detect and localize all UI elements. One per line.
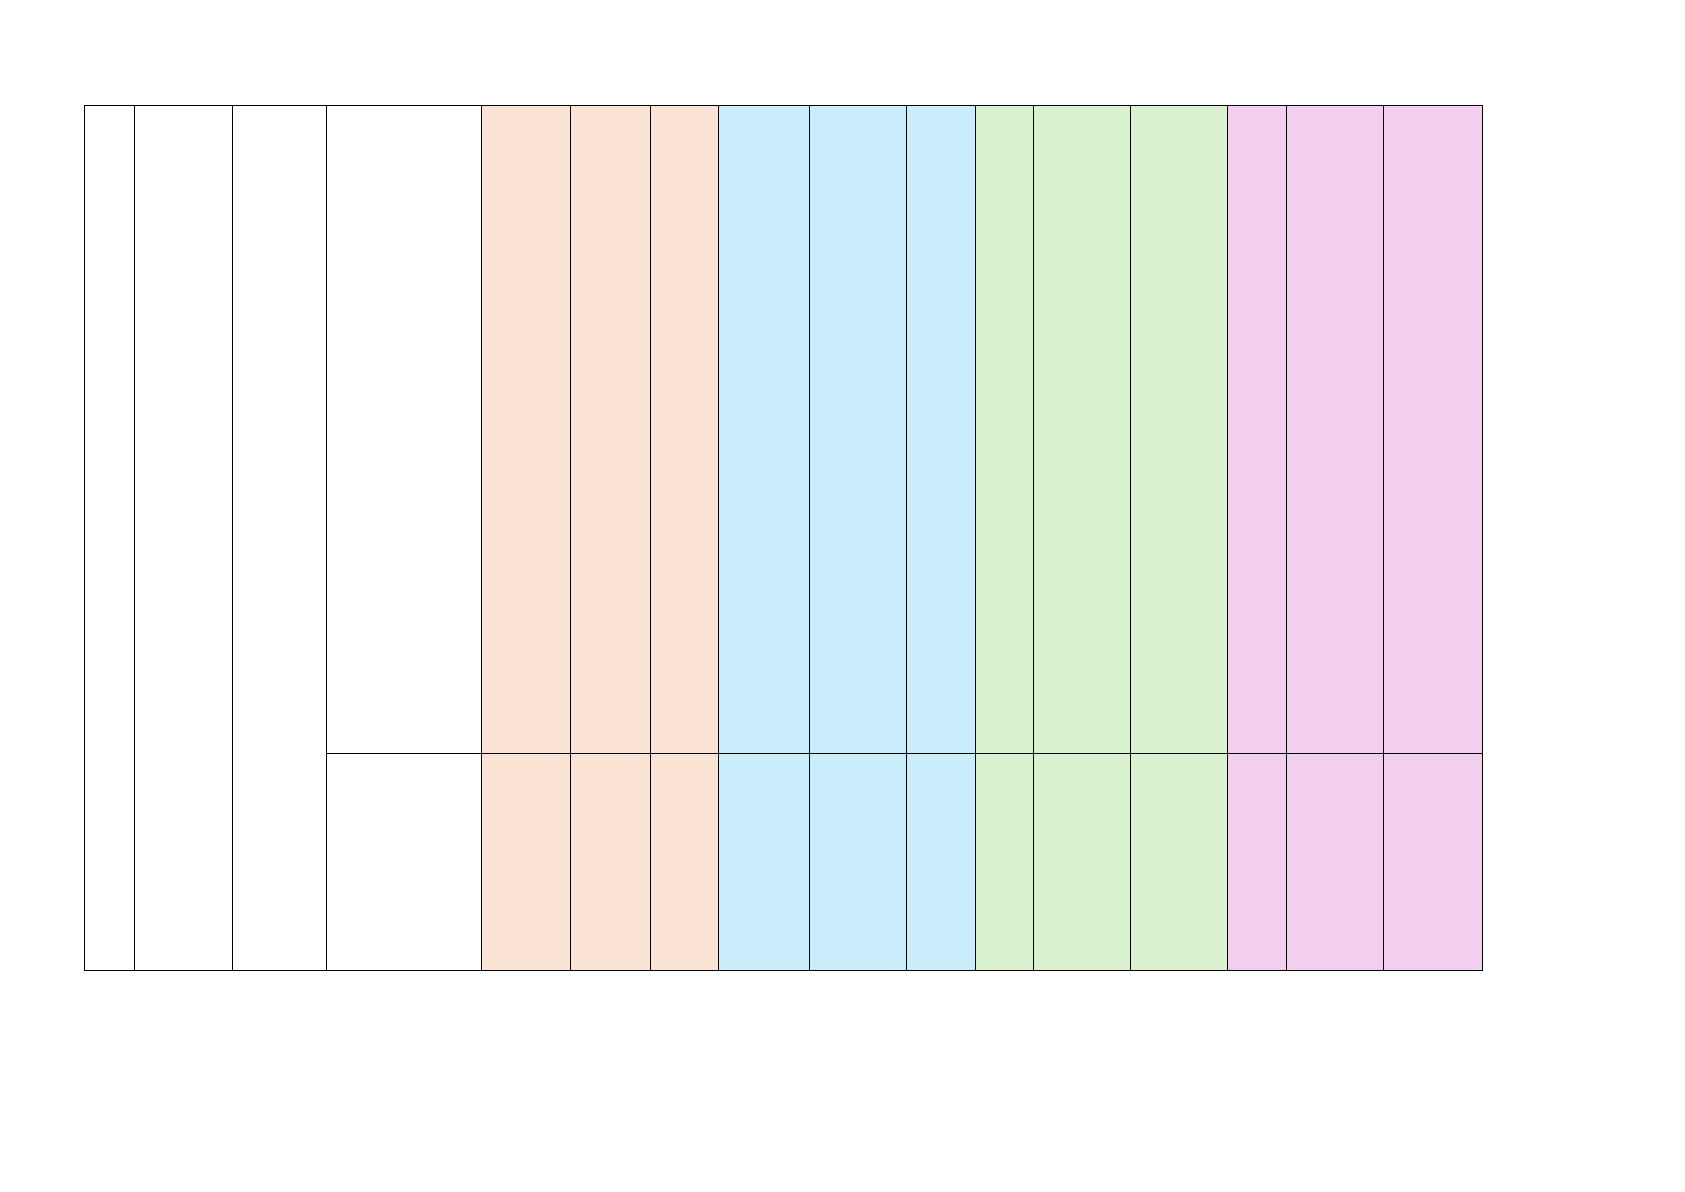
table-cell[interactable] [1286, 753, 1384, 971]
table-cell[interactable] [570, 753, 651, 971]
table-cell[interactable] [650, 753, 719, 971]
table-cell[interactable] [809, 105, 907, 754]
table-cell[interactable] [1383, 105, 1483, 754]
table-cell-merged[interactable] [134, 105, 233, 971]
table-cell[interactable] [1033, 105, 1131, 754]
table-cell[interactable] [906, 753, 976, 971]
table-cell[interactable] [975, 105, 1034, 754]
table-cell[interactable] [718, 753, 810, 971]
table-cell[interactable] [481, 753, 571, 971]
table-cell[interactable] [906, 105, 976, 754]
table-cell[interactable] [1130, 105, 1228, 754]
table-cell[interactable] [570, 105, 651, 754]
table-cell[interactable] [1033, 753, 1131, 971]
table-cell[interactable] [1227, 105, 1287, 754]
table-cell[interactable] [1130, 753, 1228, 971]
table-cell-merged[interactable] [232, 105, 327, 971]
table-cell[interactable] [1227, 753, 1287, 971]
table-cell[interactable] [718, 105, 810, 754]
table-cell[interactable] [975, 753, 1034, 971]
table-cell[interactable] [326, 753, 482, 971]
table-cell[interactable] [650, 105, 719, 754]
table-cell[interactable] [1286, 105, 1384, 754]
table-cell[interactable] [481, 105, 571, 754]
table-cell[interactable] [809, 753, 907, 971]
table-cell[interactable] [1383, 753, 1483, 971]
table-cell[interactable] [326, 105, 482, 754]
table-cell-merged[interactable] [84, 105, 135, 971]
